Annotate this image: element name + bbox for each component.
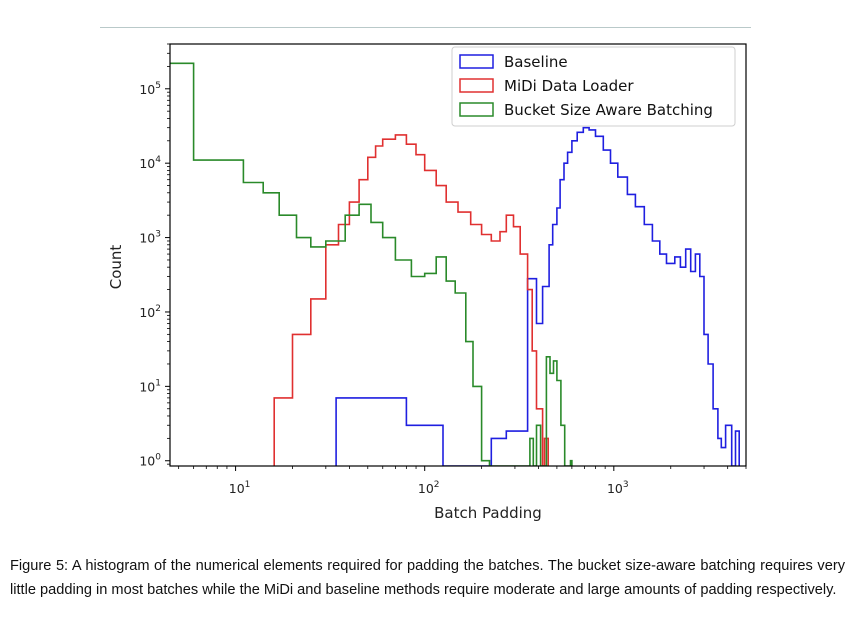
series-layer (170, 62, 740, 466)
legend-label: Baseline (504, 53, 568, 71)
series-line-3 (170, 62, 573, 466)
y-tick-label: 101 (139, 378, 161, 394)
x-axis-label: Batch Padding (434, 504, 542, 522)
series-line-2 (273, 134, 549, 466)
legend-box (451, 46, 736, 127)
histogram-figure: 101 102 103 100 101 102 103 104 105 Batch Paddin… (107, 43, 747, 522)
x-tick-label: 103 (607, 480, 629, 496)
legend-swatch (459, 102, 494, 117)
y-tick-label: 100 (139, 453, 161, 469)
top-rule (100, 27, 751, 28)
y-tick-label: 105 (139, 81, 161, 97)
y-tick-label: 103 (139, 230, 161, 246)
x-tick-label: 102 (418, 480, 440, 496)
legend-swatch (459, 54, 494, 69)
series-line-1 (335, 126, 740, 466)
ticks-layer: 101 102 103 100 101 102 103 104 105 (139, 43, 747, 496)
axes-frame (169, 43, 747, 467)
y-axis-label: Count (107, 245, 125, 290)
figure-caption: Figure 5: A histogram of the numerical e… (10, 558, 845, 598)
y-tick-label: 102 (139, 304, 161, 320)
legend-label: Bucket Size Aware Batching (504, 101, 713, 119)
legend-swatch (459, 78, 494, 93)
legend: Baseline MiDi Data Loader Bucket Size Awar… (451, 46, 736, 127)
y-tick-label: 104 (139, 155, 161, 171)
x-tick-label: 101 (229, 480, 251, 496)
legend-label: MiDi Data Loader (504, 77, 634, 95)
